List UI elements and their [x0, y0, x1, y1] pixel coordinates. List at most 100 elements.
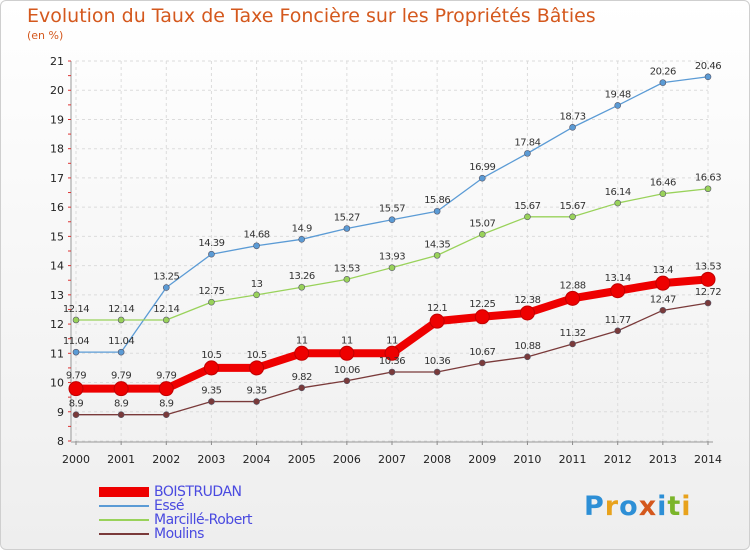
data-label: 13.26: [289, 271, 315, 282]
data-point: [704, 73, 712, 81]
data-label: 15.67: [560, 201, 586, 212]
data-label: 15.67: [514, 201, 540, 212]
data-point: [569, 213, 576, 221]
legend: BOISTRUDAN Essé Marcillé-Robert Moulins: [99, 484, 339, 542]
data-label: 10.36: [424, 356, 450, 367]
data-point: [117, 411, 125, 418]
data-label: 12.25: [469, 299, 495, 310]
data-label: 11.77: [605, 315, 631, 326]
y-tick-label: 12: [50, 318, 64, 331]
legend-label: BOISTRUDAN: [154, 484, 242, 500]
data-label: 18.73: [560, 111, 586, 122]
data-label: 11: [296, 335, 308, 346]
data-label: 12.14: [153, 304, 179, 315]
data-point: [704, 185, 712, 193]
proxiti-logo: Proxiti: [584, 491, 692, 522]
data-point: [524, 353, 531, 361]
data-label: 12.1: [427, 303, 447, 314]
unit-label: (en %): [27, 29, 64, 42]
data-point: [203, 360, 219, 376]
data-label: 12.88: [560, 280, 586, 291]
data-point: [298, 384, 306, 392]
data-label: 11: [386, 335, 398, 346]
data-point: [478, 359, 486, 367]
data-point: [384, 345, 400, 361]
x-tick-label: 2001: [107, 453, 135, 466]
x-tick-label: 2012: [604, 453, 632, 466]
data-label: 10.36: [379, 356, 405, 367]
data-point: [524, 150, 531, 157]
y-tick-label: 10: [50, 377, 64, 390]
data-label: 11.04: [63, 336, 89, 347]
data-point: [388, 368, 396, 376]
data-point: [478, 231, 486, 238]
data-point: [659, 79, 667, 86]
data-label: 8.9: [114, 399, 129, 410]
data-label: 9.79: [111, 371, 131, 382]
y-tick-label: 19: [50, 113, 64, 126]
data-point: [429, 313, 445, 329]
data-point: [208, 298, 215, 306]
data-point: [72, 348, 80, 356]
legend-swatch: [99, 519, 149, 521]
legend-swatch: [99, 505, 149, 507]
data-point: [704, 299, 712, 307]
data-point: [339, 345, 355, 361]
data-point: [433, 207, 441, 215]
data-point: [208, 398, 215, 405]
data-point: [700, 271, 716, 287]
data-label: 20.46: [695, 61, 721, 72]
x-tick-label: 2010: [513, 453, 541, 466]
legend-swatch: [99, 487, 149, 497]
y-tick-label: 9: [57, 406, 64, 419]
data-label: 16.99: [469, 162, 495, 173]
data-point: [569, 340, 576, 348]
data-label: 12.38: [514, 295, 540, 306]
y-tick-label: 16: [50, 201, 64, 214]
data-label: 14.68: [244, 230, 270, 241]
data-label: 10.5: [246, 350, 266, 361]
data-label: 16.14: [605, 187, 631, 198]
data-point: [614, 327, 622, 335]
axes: 8 9 10 11 12 13 14 15 16 17 18 19 20 21 2000 2001 2002 20…: [50, 55, 722, 466]
data-label: 10.06: [334, 365, 360, 376]
data-point: [478, 174, 486, 182]
data-label: 9.35: [201, 386, 221, 397]
data-label: 11.04: [108, 336, 134, 347]
y-tick-label: 20: [50, 84, 64, 97]
data-label: 10.5: [201, 350, 221, 361]
x-tick-label: 2008: [423, 453, 451, 466]
data-label: 15.86: [424, 195, 450, 206]
data-point: [117, 316, 125, 324]
data-point: [614, 102, 622, 109]
data-label: 12.47: [650, 294, 676, 305]
y-tick-label: 14: [50, 260, 64, 273]
x-tick-label: 2005: [288, 453, 316, 466]
legend-item-marcille-robert: Marcillé-Robert: [99, 512, 339, 528]
data-label: 15.07: [469, 218, 495, 229]
x-tick-label: 2003: [197, 453, 225, 466]
data-label: 16.63: [695, 173, 721, 184]
x-tick-label: 2013: [649, 453, 677, 466]
data-label: 8.9: [69, 399, 84, 410]
data-label: 13.4: [653, 265, 673, 276]
x-tick-label: 2014: [694, 453, 722, 466]
data-point: [253, 242, 260, 250]
data-point: [68, 381, 84, 397]
y-tick-label: 8: [57, 435, 64, 448]
data-label: 13.53: [695, 261, 721, 272]
data-point: [343, 276, 351, 283]
data-point: [433, 252, 441, 259]
legend-label: Marcillé-Robert: [154, 512, 253, 528]
data-label: 9.82: [292, 372, 312, 383]
data-label: 14.35: [424, 239, 450, 250]
data-label: 14.9: [292, 223, 312, 234]
data-point: [519, 305, 535, 321]
data-label: 11.32: [560, 328, 586, 339]
data-label: 20.26: [650, 67, 676, 78]
logo-letter: i: [657, 491, 668, 522]
data-label: 8.9: [159, 399, 174, 410]
logo-letter: r: [604, 491, 620, 522]
data-label: 17.84: [514, 137, 540, 148]
data-label: 10.67: [469, 347, 495, 358]
